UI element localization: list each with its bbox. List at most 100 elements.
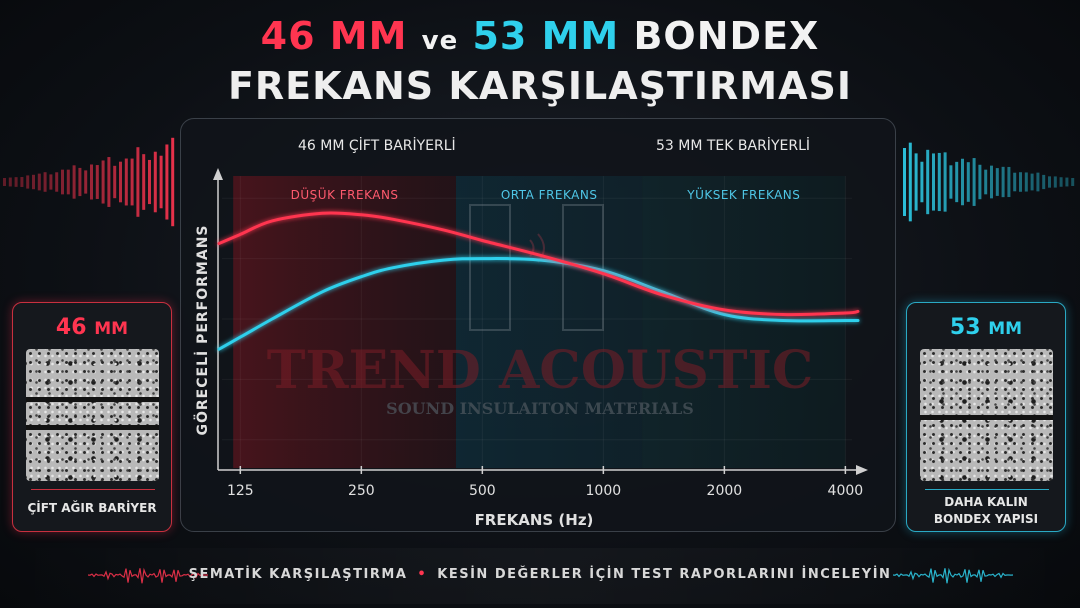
x-axis-label: FREKANS (Hz) bbox=[475, 511, 594, 529]
equalizer-bar bbox=[32, 174, 35, 190]
card-46mm-value: 46 bbox=[55, 315, 87, 340]
equalizer-bar bbox=[49, 174, 53, 190]
x-tick-label-125: 125 bbox=[227, 483, 254, 499]
equalizer-bar bbox=[90, 164, 93, 200]
cyan-waveform-decoration bbox=[893, 567, 1013, 584]
equalizer-bar bbox=[920, 161, 924, 203]
equalizer-bar bbox=[142, 154, 146, 210]
page-title-line2: FREKANS KARŞILAŞTIRMASI bbox=[227, 64, 853, 108]
red-equalizer-decoration bbox=[3, 137, 175, 227]
equalizer-bar bbox=[113, 165, 117, 199]
equalizer-bar bbox=[37, 173, 41, 191]
card-53mm-label-line1: DAHA KALIN bbox=[944, 495, 1028, 509]
equalizer-bar bbox=[990, 165, 993, 199]
barrier-layer-2 bbox=[26, 425, 159, 430]
barrier-layer-single bbox=[920, 415, 1053, 420]
zone-2-band bbox=[456, 176, 643, 468]
foam-sample-53mm bbox=[920, 349, 1053, 481]
title-ve: ve bbox=[421, 26, 459, 56]
barrier-layer-1 bbox=[26, 397, 159, 402]
equalizer-bar bbox=[165, 144, 169, 220]
equalizer-bar bbox=[972, 158, 976, 206]
title-53mm: 53 MM bbox=[472, 14, 620, 58]
footer-note: ŞEMATİK KARŞILAŞTIRMA • KESİN DEĞERLER İ… bbox=[0, 567, 1080, 582]
equalizer-bar bbox=[1048, 176, 1051, 188]
cyan-equalizer-decoration bbox=[903, 142, 1075, 222]
equalizer-bar bbox=[136, 147, 140, 217]
equalizer-bar bbox=[1019, 172, 1022, 192]
equalizer-bar bbox=[153, 151, 157, 213]
footer-part1: ŞEMATİK KARŞILAŞTIRMA bbox=[188, 567, 408, 582]
equalizer-bar bbox=[124, 158, 128, 206]
equalizer-bar bbox=[101, 160, 105, 204]
watermark-tagline: SOUND INSULAITON MATERIALS bbox=[386, 399, 694, 418]
legend-label-46mm: 46 MM ÇİFT BARİYERLİ bbox=[298, 136, 456, 154]
equalizer-bar bbox=[937, 152, 941, 212]
card-53mm-label: DAHA KALIN BONDEX YAPISI bbox=[907, 494, 1065, 528]
equalizer-bar bbox=[984, 169, 988, 195]
title-46mm: 46 MM bbox=[260, 14, 408, 58]
footer-separator: • bbox=[417, 567, 428, 582]
x-tick-label-500: 500 bbox=[469, 483, 496, 499]
equalizer-bar bbox=[95, 165, 99, 199]
equalizer-bar bbox=[8, 177, 12, 187]
card-53mm-value: 53 bbox=[949, 315, 981, 340]
card-53mm-unit: MM bbox=[988, 319, 1023, 339]
equalizer-bar bbox=[903, 148, 906, 216]
equalizer-bar bbox=[943, 152, 947, 212]
equalizer-bar bbox=[1013, 172, 1017, 192]
equalizer-bar bbox=[3, 178, 6, 186]
card-46mm-title: 46 MM bbox=[13, 315, 171, 340]
zone-3-label: YÜKSEK FREKANS bbox=[686, 186, 800, 202]
equalizer-bar bbox=[61, 169, 64, 195]
card-53mm-label-line2: BONDEX YAPISI bbox=[933, 512, 1039, 526]
equalizer-bar bbox=[1065, 177, 1069, 187]
card-46mm: 46 MM ÇİFT AĞIR BARİYER bbox=[12, 302, 172, 532]
equalizer-bar bbox=[1030, 173, 1034, 191]
watermark-brand: TREND ACOUSTIC bbox=[267, 340, 814, 401]
title-bondex: BONDEX bbox=[633, 14, 820, 58]
equalizer-bar bbox=[949, 165, 953, 199]
equalizer-bar bbox=[119, 161, 122, 203]
foam-sample-46mm bbox=[26, 349, 159, 481]
equalizer-bar bbox=[1007, 166, 1011, 198]
equalizer-bar bbox=[926, 149, 930, 215]
waveform-line bbox=[893, 567, 1013, 584]
equalizer-bar bbox=[55, 172, 59, 192]
watermark-tower-left bbox=[469, 204, 511, 331]
equalizer-bar bbox=[961, 158, 964, 206]
series-line-46mm bbox=[217, 211, 860, 317]
red-waveform-decoration bbox=[88, 567, 208, 584]
watermark: TREND ACOUSTIC SOUND INSULAITON MATERIAL… bbox=[267, 204, 814, 418]
legend-label-53mm: 53 MM TEK BARİYERLİ bbox=[656, 136, 810, 154]
equalizer-bar bbox=[955, 161, 959, 203]
equalizer-bar bbox=[20, 177, 24, 187]
equalizer-bar bbox=[66, 169, 70, 195]
equalizer-bar bbox=[130, 158, 134, 206]
zone-1-label: DÜŞÜK FREKANS bbox=[291, 186, 399, 202]
y-axis-arrow bbox=[213, 168, 223, 180]
watermark-tower-right bbox=[562, 204, 604, 331]
card-46mm-label: ÇİFT AĞIR BARİYER bbox=[27, 501, 157, 515]
equalizer-bar bbox=[966, 162, 970, 202]
equalizer-bar bbox=[72, 165, 76, 199]
card-53mm-divider bbox=[925, 489, 1049, 490]
equalizer-bar bbox=[26, 175, 30, 189]
page-title-line1: 46 MM ve 53 MM BONDEX bbox=[0, 14, 1080, 58]
equalizer-bar bbox=[978, 164, 982, 200]
equalizer-bar bbox=[1024, 172, 1028, 192]
equalizer-bar bbox=[995, 168, 999, 196]
equalizer-bar bbox=[1071, 178, 1075, 186]
equalizer-bar bbox=[84, 170, 88, 194]
y-axis-label: GÖRECELİ PERFORMANS bbox=[193, 225, 211, 436]
equalizer-bar bbox=[1059, 177, 1063, 187]
card-53mm: 53 MM DAHA KALIN BONDEX YAPISI bbox=[906, 302, 1066, 532]
equalizer-bar bbox=[148, 159, 151, 205]
equalizer-bar bbox=[107, 157, 111, 207]
equalizer-bar bbox=[1042, 174, 1046, 190]
equalizer-bar bbox=[1001, 166, 1005, 198]
card-53mm-title: 53 MM bbox=[907, 315, 1065, 340]
equalizer-bar bbox=[914, 153, 918, 211]
equalizer-bar bbox=[43, 172, 47, 192]
x-tick-label-4000: 4000 bbox=[828, 483, 864, 499]
